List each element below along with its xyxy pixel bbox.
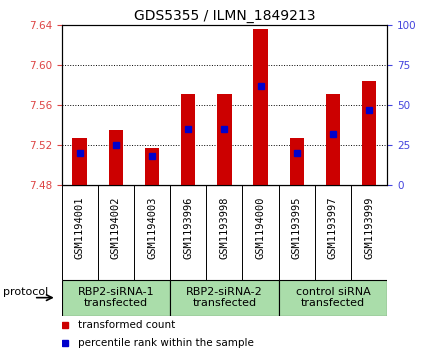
Bar	[279, 280, 387, 316]
Title: GDS5355 / ILMN_1849213: GDS5355 / ILMN_1849213	[134, 9, 315, 23]
Text: RBP2-siRNA-1
transfected: RBP2-siRNA-1 transfected	[77, 287, 154, 309]
Text: GSM1194003: GSM1194003	[147, 196, 157, 259]
Text: GSM1193999: GSM1193999	[364, 196, 374, 259]
Text: percentile rank within the sample: percentile rank within the sample	[78, 338, 254, 348]
Text: GSM1194002: GSM1194002	[111, 196, 121, 259]
Bar	[62, 280, 170, 316]
Text: protocol: protocol	[3, 287, 48, 297]
Text: GSM1193995: GSM1193995	[292, 196, 302, 259]
Bar	[145, 148, 159, 185]
Text: transformed count: transformed count	[78, 320, 175, 330]
Text: control siRNA
transfected: control siRNA transfected	[296, 287, 370, 309]
Text: GSM1193998: GSM1193998	[220, 196, 229, 259]
Bar	[217, 94, 231, 185]
Bar	[253, 29, 268, 185]
Bar	[326, 94, 340, 185]
Text: GSM1194000: GSM1194000	[256, 196, 266, 259]
Bar	[170, 280, 279, 316]
Bar	[362, 81, 376, 185]
Bar	[181, 94, 195, 185]
Text: RBP2-siRNA-2
transfected: RBP2-siRNA-2 transfected	[186, 287, 263, 309]
Text: GSM1193997: GSM1193997	[328, 196, 338, 259]
Bar	[109, 130, 123, 185]
Text: GSM1193996: GSM1193996	[183, 196, 193, 259]
Bar	[290, 138, 304, 185]
Bar	[73, 138, 87, 185]
Text: GSM1194001: GSM1194001	[75, 196, 84, 259]
